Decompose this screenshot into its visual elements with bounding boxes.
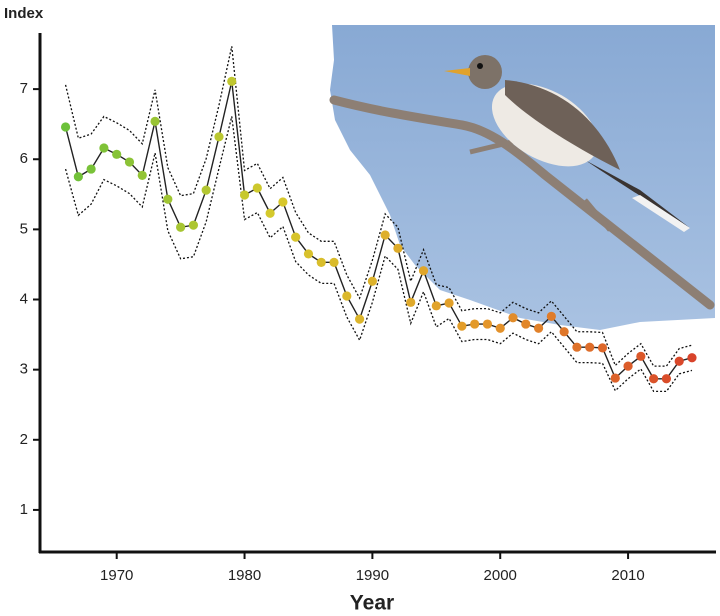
x-tick-label: 1990 bbox=[356, 567, 389, 584]
data-point bbox=[239, 190, 250, 200]
data-point bbox=[329, 257, 339, 267]
y-tick-label: 2 bbox=[20, 431, 28, 448]
bird-eye bbox=[477, 63, 483, 69]
bird-wing bbox=[505, 80, 620, 170]
data-point bbox=[252, 183, 262, 193]
y-tick-label: 5 bbox=[20, 220, 28, 237]
x-axis-title: Year bbox=[350, 592, 394, 615]
data-point bbox=[124, 157, 135, 167]
x-tick-label: 2010 bbox=[611, 567, 644, 584]
data-point bbox=[214, 132, 224, 142]
bird-head bbox=[468, 55, 502, 89]
data-point bbox=[470, 319, 480, 329]
data-point bbox=[444, 298, 454, 308]
data-point bbox=[533, 323, 544, 333]
data-point bbox=[355, 314, 365, 324]
data-point bbox=[342, 291, 352, 301]
data-point bbox=[60, 122, 71, 132]
data-point bbox=[227, 76, 237, 86]
bird-beak bbox=[444, 68, 470, 76]
data-point bbox=[367, 276, 377, 286]
data-point bbox=[495, 323, 505, 333]
y-tick-label: 4 bbox=[20, 290, 28, 307]
data-point bbox=[380, 230, 390, 240]
data-point bbox=[521, 319, 531, 329]
data-point bbox=[636, 351, 646, 361]
x-tick-label: 2000 bbox=[484, 567, 517, 584]
data-point bbox=[137, 170, 147, 180]
y-tick-label: 3 bbox=[20, 361, 28, 378]
data-point bbox=[163, 194, 173, 204]
data-point bbox=[431, 301, 441, 311]
data-point bbox=[112, 149, 122, 159]
data-point bbox=[661, 374, 672, 384]
data-point bbox=[559, 327, 569, 337]
data-point bbox=[572, 342, 582, 352]
data-point bbox=[687, 353, 697, 363]
data-point bbox=[482, 319, 493, 329]
data-point bbox=[623, 361, 633, 371]
data-point bbox=[674, 356, 684, 366]
branch bbox=[329, 95, 715, 310]
data-point bbox=[508, 313, 518, 323]
data-point bbox=[303, 249, 314, 259]
upper-bound bbox=[64, 46, 693, 367]
data-point bbox=[457, 321, 467, 331]
lower-bound bbox=[64, 116, 693, 393]
data-point bbox=[176, 222, 186, 232]
data-point bbox=[278, 197, 288, 207]
bird-tail-spots bbox=[632, 195, 690, 232]
y-axis-title: Index bbox=[4, 5, 44, 22]
data-point bbox=[99, 143, 109, 153]
data-point bbox=[406, 297, 416, 307]
data-point bbox=[585, 342, 595, 352]
data-point bbox=[201, 185, 211, 195]
bird-photo bbox=[329, 25, 715, 330]
data-point bbox=[649, 374, 659, 384]
data-point bbox=[597, 343, 608, 353]
data-point bbox=[188, 220, 199, 230]
sky bbox=[330, 25, 715, 330]
y-tick-label: 6 bbox=[20, 150, 28, 167]
x-tick-label: 1970 bbox=[100, 567, 133, 584]
y-tick-label: 7 bbox=[20, 80, 28, 97]
x-tick-label: 1980 bbox=[228, 567, 261, 584]
data-point bbox=[265, 208, 275, 218]
data-point bbox=[546, 311, 556, 321]
data-point bbox=[610, 373, 620, 383]
data-point bbox=[291, 232, 301, 242]
data-point bbox=[316, 257, 326, 267]
data-point bbox=[150, 116, 160, 126]
y-tick-label: 1 bbox=[20, 501, 28, 518]
data-point bbox=[418, 266, 429, 276]
data-point bbox=[393, 243, 403, 253]
data-point bbox=[86, 164, 96, 174]
data-point bbox=[73, 172, 83, 182]
